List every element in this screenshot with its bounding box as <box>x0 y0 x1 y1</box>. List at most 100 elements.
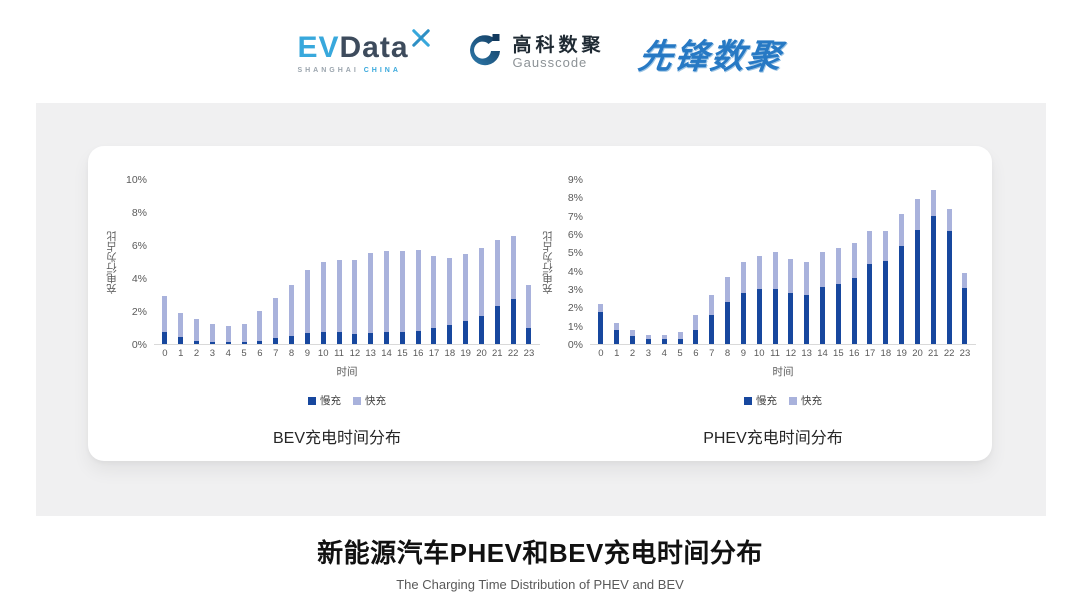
bev-x-axis-title: 时间 <box>336 366 358 378</box>
bar-segment-快充 <box>725 277 731 302</box>
bar-segment-快充 <box>677 332 683 339</box>
bar-segment-慢充 <box>304 333 310 344</box>
stacked-bar-hour-7 <box>704 180 720 344</box>
stacked-bar-hour-8 <box>284 180 300 344</box>
plot-area <box>590 180 976 345</box>
bar-segment-快充 <box>368 253 374 334</box>
bar-segment-快充 <box>930 190 936 216</box>
bar-segment-慢充 <box>756 289 762 344</box>
y-tick-label: 5% <box>567 247 583 260</box>
legend-swatch <box>308 396 316 405</box>
bar-segment-快充 <box>352 259 358 335</box>
bar-segment-快充 <box>447 258 453 326</box>
stacked-bar-hour-10 <box>751 180 767 344</box>
main-title: 新能源汽车PHEV和BEV充电时间分布 <box>317 538 763 568</box>
gausscode-en-text: Gausscode <box>512 55 588 71</box>
bar-segment-慢充 <box>820 287 825 344</box>
main-subtitle: The Charging Time Distribution of PHEV a… <box>396 577 684 592</box>
bar-segment-慢充 <box>494 306 500 344</box>
gausscode-text: 高科数聚 Gausscode <box>513 35 605 72</box>
y-tick-label: 1% <box>567 320 583 333</box>
y-axis: 10% 8% 6% 4% 2% 0% <box>120 174 154 351</box>
bar-segment-慢充 <box>273 338 279 344</box>
bar-segment-慢充 <box>867 264 873 344</box>
x-axis-labels: 0 1 2 3 4 5 6 7 8 9 10 11 12 13 14 15 16 17 18 19 20 21 22 23 <box>154 348 540 359</box>
bar-segment-慢充 <box>677 338 683 344</box>
bar-segment-慢充 <box>645 339 651 344</box>
stacked-bar-hour-16 <box>410 180 426 344</box>
bar-segment-慢充 <box>478 315 484 344</box>
bar-segment-快充 <box>962 273 968 289</box>
bar-segment-慢充 <box>804 295 810 344</box>
x-tick-label: 2 <box>629 348 636 359</box>
bar-segment-快充 <box>883 231 889 261</box>
bar-segment-快充 <box>399 250 405 333</box>
bar-segment-慢充 <box>384 332 389 344</box>
y-tick-label: 8% <box>131 207 147 219</box>
bar-segment-快充 <box>463 254 469 321</box>
bar-segment-快充 <box>867 231 873 265</box>
footer: 新能源汽车PHEV和BEV充电时间分布 The Charging Time Di… <box>0 533 1080 592</box>
x-tick-label: 7 <box>709 348 715 359</box>
stacked-bar-hour-22 <box>505 180 521 344</box>
legend-swatch <box>353 396 361 405</box>
y-tick-label: 0% <box>131 339 147 351</box>
x-tick-label: 13 <box>365 348 376 359</box>
stacked-bar-hour-23 <box>957 180 973 344</box>
bar-segment-慢充 <box>241 342 247 344</box>
x-tick-label: 16 <box>412 348 424 359</box>
legend-item-快充: 快充 <box>353 393 386 408</box>
x-tick-label: 7 <box>273 348 279 359</box>
x-tick-label: 10 <box>317 348 329 359</box>
bar-segment-慢充 <box>598 311 604 344</box>
stacked-bar-hour-21 <box>489 180 505 344</box>
y-tick-label: 4% <box>131 273 147 285</box>
bar-segment-快充 <box>384 250 389 333</box>
y-tick-label: 10% <box>125 174 147 186</box>
stacked-bar-hour-6 <box>252 180 268 344</box>
bar-segment-慢充 <box>630 335 636 344</box>
x-tick-label: 23 <box>959 348 971 359</box>
evdata-wordmark: EV Data <box>297 28 430 63</box>
bar-segment-慢充 <box>526 328 532 344</box>
bar-segment-快充 <box>320 261 326 333</box>
bar-segment-慢充 <box>851 278 857 344</box>
stacked-bar-hour-15 <box>830 180 846 344</box>
plot-area <box>154 180 540 345</box>
x-tick-label: 16 <box>848 348 860 359</box>
y-tick-label: 6% <box>131 240 147 252</box>
bar-segment-快充 <box>194 319 200 341</box>
bar-segment-快充 <box>257 311 263 341</box>
stacked-bar-hour-18 <box>878 180 894 344</box>
gausscode-cn-text: 高科数聚 <box>512 34 605 56</box>
bar-segment-慢充 <box>693 330 699 344</box>
bar-segment-快充 <box>851 243 857 278</box>
stacked-bar-hour-9 <box>299 180 315 344</box>
bar-segment-慢充 <box>447 325 453 344</box>
x-tick-label: 23 <box>523 348 535 359</box>
legend: 慢充 快充 <box>590 393 976 408</box>
bar-segment-慢充 <box>289 335 295 344</box>
x-tick-label: 3 <box>209 348 216 359</box>
stacked-bar-hour-2 <box>625 180 641 344</box>
phev-x-axis-title: 时间 <box>772 366 794 378</box>
stacked-bar-hour-11 <box>331 180 347 344</box>
x-tick-label: 4 <box>661 348 667 359</box>
bar-segment-快充 <box>162 296 168 333</box>
bar-segment-慢充 <box>320 332 326 344</box>
x-tick-label: 21 <box>492 348 503 359</box>
bar-segment-快充 <box>304 269 310 334</box>
x-tick-label: 8 <box>724 348 731 359</box>
legend-label: 慢充 <box>756 395 777 407</box>
stacked-bar-hour-15 <box>394 180 410 344</box>
x-tick-label: 4 <box>225 348 231 359</box>
bar-segment-快充 <box>225 325 231 343</box>
x-tick-label: 14 <box>817 348 828 359</box>
x-tick-label: 19 <box>896 348 907 359</box>
x-tick-label: 0 <box>598 348 604 359</box>
stacked-bar-hour-20 <box>910 180 926 344</box>
x-tick-label: 3 <box>645 348 652 359</box>
stacked-bar-hour-7 <box>268 180 284 344</box>
evdata-subtitle: SHANGHAI CHINA <box>297 67 430 74</box>
x-tick-label: 20 <box>476 348 487 359</box>
